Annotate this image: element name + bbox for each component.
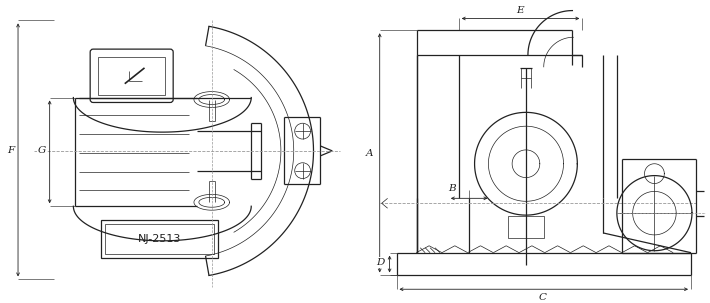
Text: B: B <box>448 184 456 193</box>
Text: C: C <box>539 293 547 302</box>
FancyBboxPatch shape <box>90 49 173 102</box>
Bar <box>105 224 214 254</box>
Circle shape <box>295 163 310 178</box>
Text: D: D <box>376 258 385 267</box>
Bar <box>508 216 544 238</box>
Text: NJ-2513: NJ-2513 <box>138 234 181 244</box>
Bar <box>98 57 165 95</box>
Text: A: A <box>366 149 373 158</box>
Text: F: F <box>8 146 15 155</box>
Text: G: G <box>38 146 46 155</box>
Bar <box>101 220 218 258</box>
Circle shape <box>295 123 310 139</box>
Text: E: E <box>516 6 524 15</box>
